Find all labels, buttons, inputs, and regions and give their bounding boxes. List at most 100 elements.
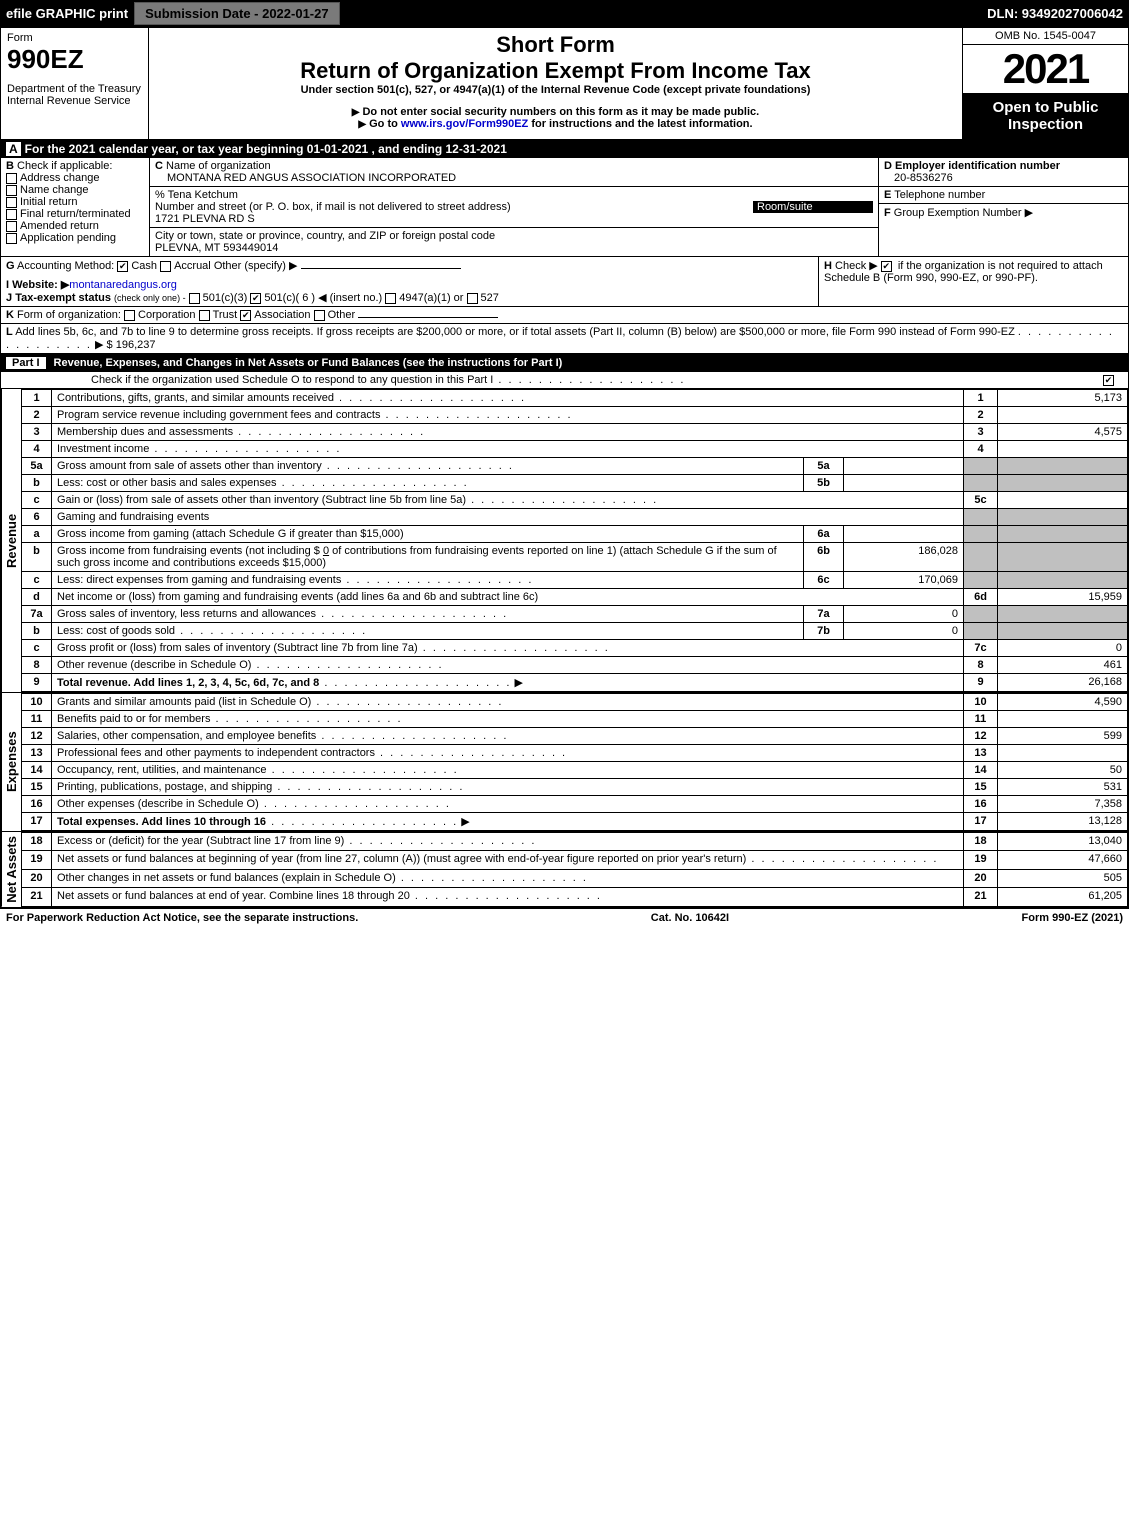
line-8: Other revenue (describe in Schedule O): [57, 659, 251, 671]
cb-accrual[interactable]: [160, 261, 171, 272]
ln-4: 4: [964, 441, 998, 458]
footer-left: For Paperwork Reduction Act Notice, see …: [6, 912, 358, 924]
line-13: Professional fees and other payments to …: [57, 747, 375, 759]
revenue-table: 1Contributions, gifts, grants, and simil…: [21, 389, 1128, 692]
ln-21: 21: [964, 888, 998, 906]
b-item-0: Address change: [20, 172, 100, 184]
netassets-table: 18Excess or (deficit) for the year (Subt…: [21, 832, 1128, 907]
ln-13: 13: [964, 745, 998, 762]
cb-pending[interactable]: [6, 233, 17, 244]
subamt-6a: [844, 526, 964, 543]
amt-3: 4,575: [998, 424, 1128, 441]
cb-initial-return[interactable]: [6, 197, 17, 208]
revenue-sidelabel: Revenue: [1, 389, 21, 692]
ln-1: 1: [964, 390, 998, 407]
sub-6b: 6b: [804, 543, 844, 572]
title-short-form: Short Form: [155, 32, 956, 58]
l-amount: ▶ $ 196,237: [95, 339, 155, 351]
f-arrow: ▶: [1025, 207, 1033, 219]
ln-8: 8: [964, 657, 998, 674]
amt-21: 61,205: [998, 888, 1128, 906]
d-label: Employer identification number: [895, 160, 1060, 172]
arrow-9: ▶: [514, 677, 522, 689]
b-item-3: Final return/terminated: [20, 208, 131, 220]
goto-note: Go to www.irs.gov/Form990EZ for instruct…: [155, 118, 956, 130]
amt-4: [998, 441, 1128, 458]
footer: For Paperwork Reduction Act Notice, see …: [0, 908, 1129, 927]
cb-name-change[interactable]: [6, 185, 17, 196]
amt-10: 4,590: [998, 694, 1128, 711]
cb-corp[interactable]: [124, 310, 135, 321]
g-cash: Cash: [131, 260, 157, 272]
title-return: Return of Organization Exempt From Incom…: [155, 58, 956, 84]
c-label: Name of organization: [166, 160, 271, 172]
j-o2: 501(c)( 6 ) ◀ (insert no.): [264, 292, 382, 304]
k-o2: Trust: [213, 309, 238, 321]
b-label: Check if applicable:: [17, 160, 112, 172]
subamt-7a: 0: [844, 606, 964, 623]
efile-label: efile GRAPHIC print: [6, 6, 128, 21]
ln-20: 20: [964, 869, 998, 887]
open-inspection: Open to Public Inspection: [963, 93, 1128, 139]
dln-label: DLN: 93492027006042: [987, 6, 1123, 21]
line-16: Other expenses (describe in Schedule O): [57, 798, 259, 810]
submission-date-button[interactable]: Submission Date - 2022-01-27: [134, 2, 340, 25]
cb-4947[interactable]: [385, 293, 396, 304]
netassets-sidelabel: Net Assets: [1, 832, 21, 907]
section-a-text: For the 2021 calendar year, or tax year …: [25, 142, 507, 156]
subamt-5a: [844, 458, 964, 475]
irs-label: Internal Revenue Service: [7, 95, 142, 107]
amt-17: 13,128: [998, 813, 1128, 831]
topbar: efile GRAPHIC print Submission Date - 20…: [0, 0, 1129, 27]
subamt-5b: [844, 475, 964, 492]
cb-amended[interactable]: [6, 221, 17, 232]
l-row: L Add lines 5b, 6c, and 7b to line 9 to …: [0, 324, 1129, 354]
org-name: MONTANA RED ANGUS ASSOCIATION INCORPORAT…: [155, 172, 873, 184]
g-other: Other (specify) ▶: [214, 260, 298, 272]
sub-5b: 5b: [804, 475, 844, 492]
sub-7a: 7a: [804, 606, 844, 623]
city-value: PLEVNA, MT 593449014: [155, 242, 873, 254]
line-6d: Net income or (loss) from gaming and fun…: [57, 591, 538, 603]
l-text: Add lines 5b, 6c, and 7b to line 9 to de…: [15, 326, 1015, 338]
ln-2: 2: [964, 407, 998, 424]
cb-address-change[interactable]: [6, 173, 17, 184]
ln-5c: 5c: [964, 492, 998, 509]
subamt-6b: 186,028: [844, 543, 964, 572]
k-o4: Other: [328, 309, 356, 321]
care-of: % Tena Ketchum: [155, 189, 873, 201]
b-item-2: Initial return: [20, 196, 77, 208]
amt-1: 5,173: [998, 390, 1128, 407]
part1-heading: Revenue, Expenses, and Changes in Net As…: [54, 357, 563, 369]
j-note: (check only one) -: [114, 293, 186, 303]
cb-501c3[interactable]: [189, 293, 200, 304]
ln-19: 19: [964, 851, 998, 869]
cb-final-return[interactable]: [6, 209, 17, 220]
tax-year: 2021: [963, 45, 1128, 93]
amt-2: [998, 407, 1128, 424]
form-header: Form 990EZ Department of the Treasury In…: [0, 27, 1129, 140]
i-label: Website: ▶: [12, 279, 69, 291]
g-label: Accounting Method:: [17, 260, 114, 272]
room-label: Room/suite: [753, 201, 873, 213]
form-number: 990EZ: [7, 44, 142, 75]
irs-link[interactable]: www.irs.gov/Form990EZ: [401, 118, 528, 130]
cb-501c[interactable]: [250, 293, 261, 304]
footer-mid: Cat. No. 10642I: [651, 912, 729, 924]
sub-6c: 6c: [804, 572, 844, 589]
line-11: Benefits paid to or for members: [57, 713, 210, 725]
cb-part1-schedo[interactable]: [1103, 375, 1114, 386]
amt-11: [998, 711, 1128, 728]
cb-other-org[interactable]: [314, 310, 325, 321]
cb-assoc[interactable]: [240, 310, 251, 321]
sub-7b: 7b: [804, 623, 844, 640]
cb-527[interactable]: [467, 293, 478, 304]
ln-17: 17: [964, 813, 998, 831]
amt-6d: 15,959: [998, 589, 1128, 606]
cb-cash[interactable]: [117, 261, 128, 272]
ln-16: 16: [964, 796, 998, 813]
amt-18: 13,040: [998, 833, 1128, 851]
cb-h[interactable]: [881, 261, 892, 272]
website-link[interactable]: montanaredangus.org: [69, 279, 177, 291]
cb-trust[interactable]: [199, 310, 210, 321]
